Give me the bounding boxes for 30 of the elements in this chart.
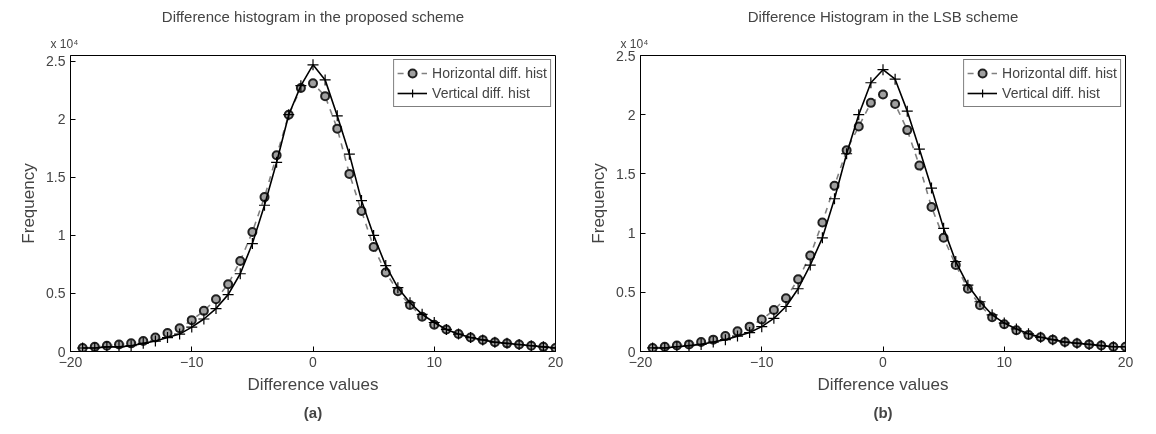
y-tick-label: 2 <box>57 111 66 128</box>
chart-title: Difference Histogram in the LSB scheme <box>747 7 1019 25</box>
y-tick-label: 1 <box>627 225 636 242</box>
text: (b) <box>873 403 893 421</box>
x-tick-label: −10 <box>749 353 774 370</box>
legend-label: Vertical diff. hist <box>432 85 530 101</box>
y-tick-label: 2 <box>627 106 636 123</box>
x-tick-label: 0 <box>309 353 318 370</box>
x-tick-label: 20 <box>1117 353 1134 370</box>
y-axis-title: Frequency <box>589 162 609 244</box>
y-tick-label: 0.5 <box>46 285 66 302</box>
y-tick-label: 1 <box>57 227 66 244</box>
y-tick-label: 1.5 <box>616 165 636 182</box>
x-tick-label: 0 <box>879 353 888 370</box>
y-axis-title: Frequency <box>19 162 39 244</box>
text: x 10⁴ <box>50 36 79 51</box>
legend-label: Horizontal diff. hist <box>432 65 547 81</box>
chart-title: Difference histogram in the proposed scheme <box>161 7 465 25</box>
y-tick-label: 0.5 <box>616 284 636 301</box>
y-tick-label: 1.5 <box>46 169 66 186</box>
x-axis-title: Difference values <box>817 374 949 394</box>
x-axis-title: Difference values <box>247 374 379 394</box>
x-tick-label: −10 <box>179 353 204 370</box>
legend-label: Vertical diff. hist <box>1002 85 1100 101</box>
y-tick-label: 2.5 <box>46 53 66 70</box>
x-tick-label: 20 <box>547 353 564 370</box>
x-tick-label: 10 <box>996 353 1013 370</box>
text: (a) <box>303 403 323 421</box>
x-tick-label: 10 <box>426 353 443 370</box>
legend-label: Horizontal diff. hist <box>1002 65 1117 81</box>
